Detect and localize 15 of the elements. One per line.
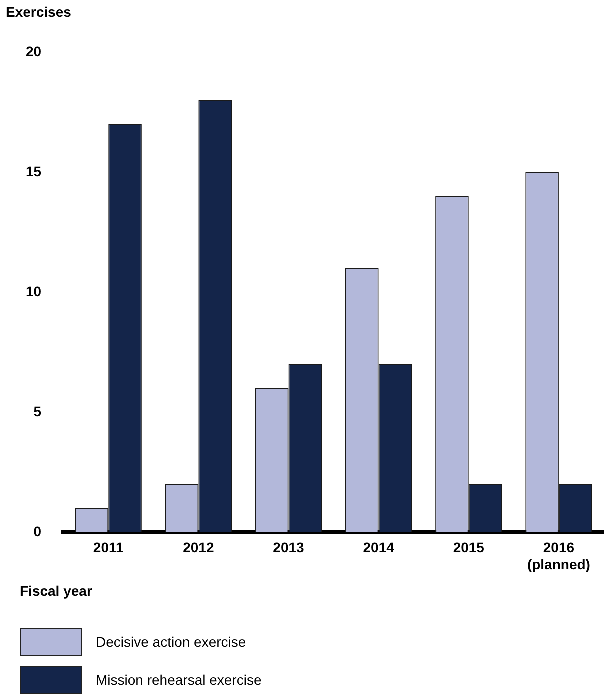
- y-tick-label: 20: [26, 43, 42, 60]
- legend-label: Mission rehearsal exercise: [96, 672, 262, 688]
- y-tick-label: 10: [26, 283, 42, 300]
- y-tick-label: 5: [34, 403, 42, 420]
- x-tick-label: 2014: [363, 540, 395, 556]
- x-tick-label: 2016 (planned): [527, 540, 590, 572]
- x-tick-label: 2012: [183, 540, 214, 556]
- x-tick-label: 2015: [453, 540, 485, 556]
- y-tick-label: 0: [34, 523, 42, 540]
- y-tick-label: 15: [26, 163, 42, 180]
- x-tick-label: 2011: [93, 540, 124, 556]
- y-axis-title: Exercises: [6, 4, 72, 20]
- legend-label: Decisive action exercise: [96, 634, 246, 650]
- x-tick-label: 2013: [273, 540, 305, 556]
- x-axis-title: Fiscal year: [20, 583, 92, 599]
